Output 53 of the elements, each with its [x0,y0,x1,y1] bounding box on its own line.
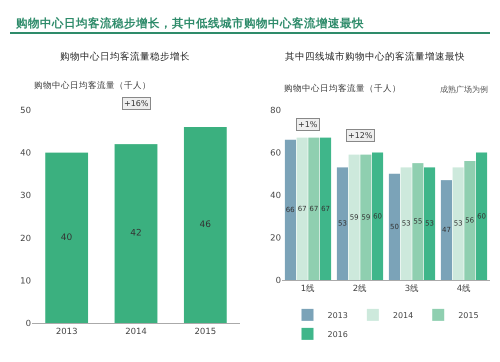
x-tick-label: 3线 [404,283,420,294]
y-tick-label: 60 [270,148,281,158]
bar [296,138,308,280]
y-tick-label: 0 [276,276,281,286]
bar [284,140,296,280]
bar [476,152,488,280]
y-tick-label: 40 [270,190,281,201]
bar [45,152,88,323]
x-tick-label: 2013 [56,327,78,338]
y-tick-label: 0 [26,318,31,329]
y-tick-label: 10 [20,276,31,286]
y-axis-title: 购物中心日均客流量（千人） [284,83,401,94]
y-tick-label: 80 [270,106,281,116]
bar [400,167,412,280]
data-label: 46 [199,220,212,230]
y-tick-label: 20 [270,233,281,244]
bar [320,138,332,280]
bar [372,152,384,280]
bar [184,127,227,323]
bar [336,167,348,280]
bar [440,180,452,280]
data-label: 42 [130,228,142,239]
x-tick-label: 2线 [352,283,368,294]
bar [348,154,360,280]
legend-label: 2014 [392,311,414,320]
bar [114,144,158,323]
legend-label: 2013 [328,311,348,320]
y-tick-label: 30 [20,191,31,202]
annotation: +1% [298,120,318,129]
x-tick-label: 2015 [194,327,216,338]
bar [388,174,400,280]
annotation: +12% [348,131,373,140]
data-label: 40 [60,232,73,243]
bar [360,154,372,280]
bar [308,138,320,280]
bar [464,161,476,280]
text: 成熟广场为例 [440,85,488,94]
bar [452,167,464,280]
chart-title: 购物中心日均客流量稳步增长 [60,50,190,62]
text: +16% [124,99,149,108]
x-tick-label: 2014 [125,327,147,338]
y-tick-label: 20 [20,234,31,244]
legend-label: 2016 [328,330,348,340]
y-axis-title: 购物中心日均客流量（千人） [34,80,151,91]
text: 购物中心日均客流稳步增长，其中低线城市购物中心客流增速最快 [10,8,490,34]
x-tick-label: 4线 [456,283,472,294]
y-tick-label: 40 [20,148,31,159]
legend-label: 2015 [458,311,479,320]
y-tick-label: 50 [20,106,31,116]
bar [412,163,424,280]
chart-title: 其中四线城市购物中心的客流量增速最快 [285,50,465,62]
x-tick-label: 1线 [300,283,316,294]
bar [424,167,436,280]
